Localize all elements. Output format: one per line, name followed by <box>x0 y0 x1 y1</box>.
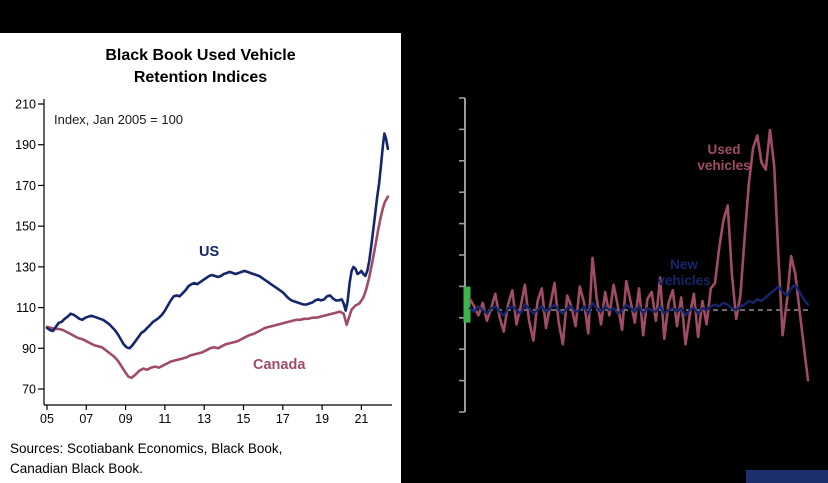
used-vehicles-label: Used vehicles <box>697 142 751 173</box>
x-tick-label: 19 <box>315 412 329 426</box>
y-tick-label: 150 <box>15 220 36 234</box>
x-tick-label: 21 <box>354 412 368 426</box>
new-vehicles-label: New vehicles <box>657 257 711 288</box>
footer-accent-bar <box>746 470 828 483</box>
us-series-label: US <box>199 244 220 260</box>
y-tick-label: 190 <box>15 138 36 152</box>
x-tick-label: 07 <box>79 412 93 426</box>
vehicle-prices-chart <box>459 97 810 413</box>
y-tick-label: 70 <box>22 382 36 396</box>
x-tick-label: 05 <box>40 412 54 426</box>
source-line-1: Sources: Scotiabank Economics, Black Boo… <box>10 441 283 456</box>
x-tick-label: 13 <box>197 412 211 426</box>
x-tick-label: 15 <box>237 412 251 426</box>
x-tick-label: 11 <box>158 412 171 426</box>
source-line-2: Canadian Black Book. <box>10 461 143 476</box>
canada-series-label: Canada <box>253 357 306 373</box>
us-line <box>45 132 390 350</box>
source-note: Sources: Scotiabank Economics, Black Boo… <box>10 439 282 479</box>
start-marker-bar <box>463 286 471 323</box>
x-tick-label: 09 <box>119 412 133 426</box>
y-tick-label: 110 <box>16 301 36 315</box>
y-tick-label: 130 <box>15 260 36 274</box>
right-chart-panel: Used vehicles New vehicles <box>440 90 828 430</box>
canada-line <box>45 195 390 380</box>
used-vehicles-line <box>468 128 810 382</box>
y-tick-label: 210 <box>15 98 36 112</box>
x-tick-label: 17 <box>276 412 290 426</box>
new-vehicles-line <box>468 283 810 317</box>
retention-indices-chart: 70 90 110 130 150 170 190 210 05 07 09 11 13 15 17 19 21 <box>15 98 392 426</box>
left-chart-title: Black Book Used Vehicle Retention Indice… <box>0 45 401 89</box>
y-tick-label: 170 <box>15 179 36 193</box>
left-chart-title-text: Black Book Used Vehicle Retention Indice… <box>105 47 296 86</box>
index-base-annotation: Index, Jan 2005 = 100 <box>54 112 184 127</box>
left-chart-panel: Black Book Used Vehicle Retention Indice… <box>0 33 401 483</box>
y-tick-label: 90 <box>22 342 36 356</box>
